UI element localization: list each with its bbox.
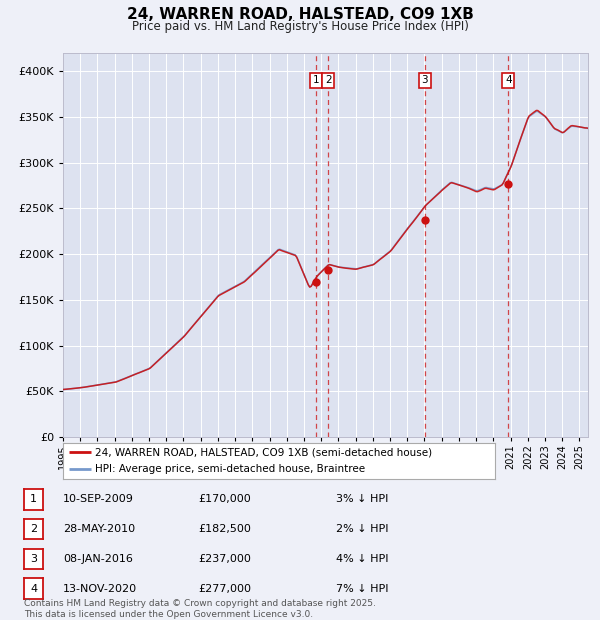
Text: Price paid vs. HM Land Registry's House Price Index (HPI): Price paid vs. HM Land Registry's House …	[131, 20, 469, 33]
Text: 2% ↓ HPI: 2% ↓ HPI	[336, 524, 389, 534]
Text: 13-NOV-2020: 13-NOV-2020	[63, 583, 137, 594]
Text: £182,500: £182,500	[198, 524, 251, 534]
Text: 2: 2	[325, 75, 332, 85]
Text: Contains HM Land Registry data © Crown copyright and database right 2025.
This d: Contains HM Land Registry data © Crown c…	[24, 600, 376, 619]
Text: £170,000: £170,000	[198, 494, 251, 505]
Text: 08-JAN-2016: 08-JAN-2016	[63, 554, 133, 564]
Text: £277,000: £277,000	[198, 583, 251, 594]
Text: 4% ↓ HPI: 4% ↓ HPI	[336, 554, 389, 564]
Text: 24, WARREN ROAD, HALSTEAD, CO9 1XB: 24, WARREN ROAD, HALSTEAD, CO9 1XB	[127, 7, 473, 22]
Text: 24, WARREN ROAD, HALSTEAD, CO9 1XB (semi-detached house): 24, WARREN ROAD, HALSTEAD, CO9 1XB (semi…	[95, 448, 433, 458]
Text: 1: 1	[313, 75, 319, 85]
Text: 28-MAY-2010: 28-MAY-2010	[63, 524, 135, 534]
Text: 4: 4	[505, 75, 512, 85]
Text: 3: 3	[422, 75, 428, 85]
Text: 4: 4	[30, 583, 37, 594]
Text: 1: 1	[30, 494, 37, 505]
Text: 2: 2	[30, 524, 37, 534]
Text: 3: 3	[30, 554, 37, 564]
Text: 3% ↓ HPI: 3% ↓ HPI	[336, 494, 388, 505]
Text: HPI: Average price, semi-detached house, Braintree: HPI: Average price, semi-detached house,…	[95, 464, 365, 474]
Text: 10-SEP-2009: 10-SEP-2009	[63, 494, 134, 505]
Text: £237,000: £237,000	[198, 554, 251, 564]
Text: 7% ↓ HPI: 7% ↓ HPI	[336, 583, 389, 594]
